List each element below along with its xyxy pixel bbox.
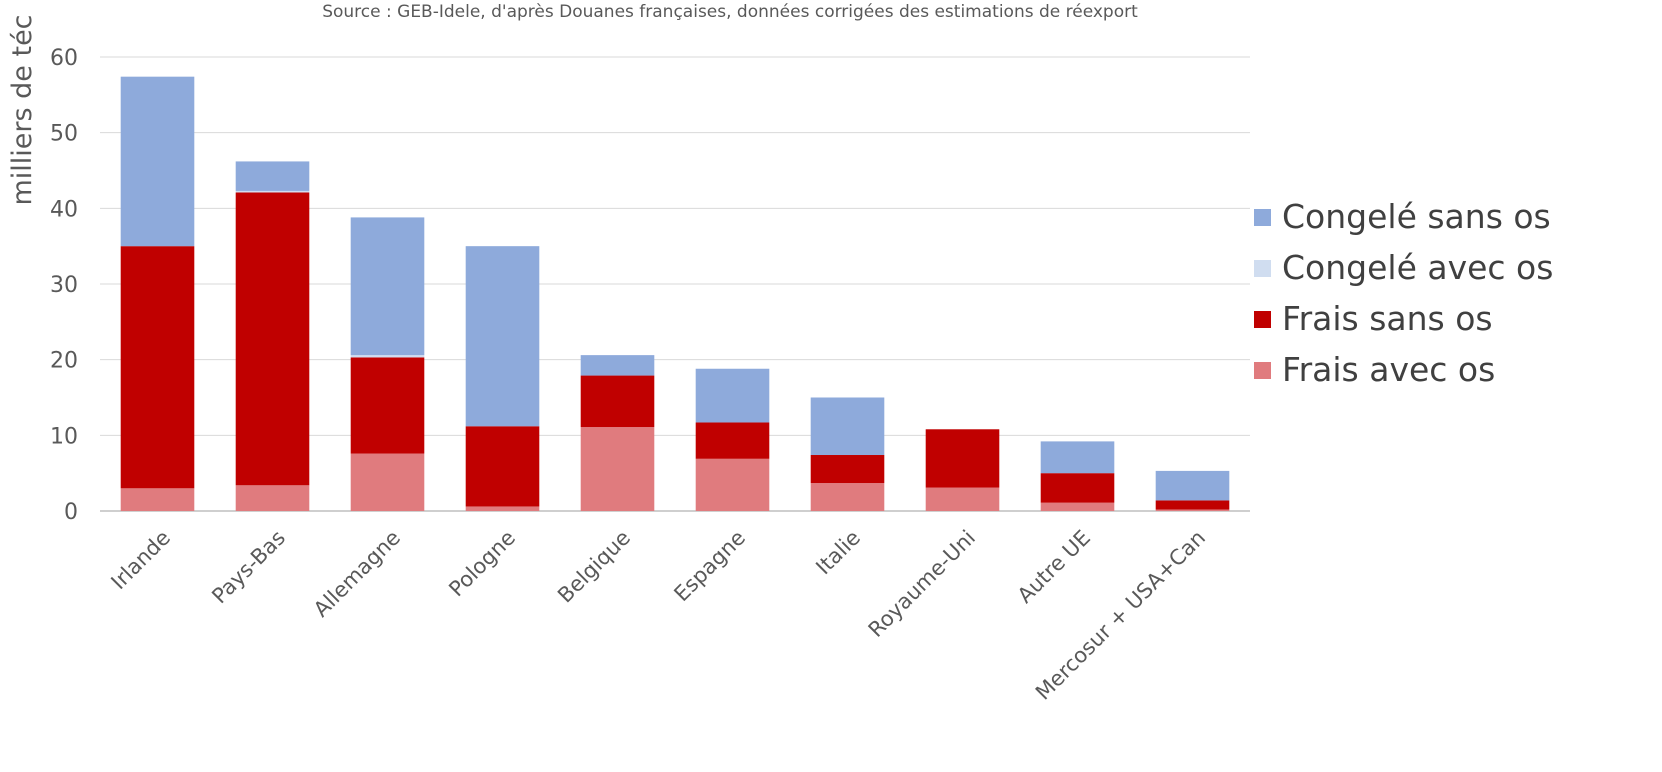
- bar-segment: [1040, 441, 1115, 474]
- legend-label: Frais sans os: [1282, 299, 1493, 338]
- bar-segment: [925, 429, 1000, 488]
- bar-segment: [235, 485, 310, 511]
- y-tick-label: 30: [50, 273, 78, 298]
- legend-swatch: [1254, 209, 1271, 226]
- x-tick-label: Allemagne: [309, 526, 405, 622]
- legend-label: Congelé sans os: [1282, 197, 1551, 236]
- bar-segment: [810, 455, 885, 484]
- x-tick-label: Irlande: [106, 526, 175, 595]
- bar-segment: [1155, 500, 1230, 510]
- bar-segment: [580, 375, 655, 428]
- bar-segment: [235, 192, 310, 486]
- bar-segment: [695, 422, 770, 459]
- x-tick-label: Espagne: [669, 526, 750, 607]
- legend-swatch: [1254, 362, 1271, 379]
- bar-segment: [350, 217, 425, 356]
- bar-segment: [350, 453, 425, 511]
- y-tick-label: 60: [50, 46, 78, 71]
- legend-swatch: [1254, 311, 1271, 328]
- bar-segment: [580, 427, 655, 511]
- bar-segment: [695, 368, 770, 423]
- bar-segment: [235, 161, 310, 191]
- bar-segment: [350, 355, 425, 358]
- bar-segment: [810, 397, 885, 456]
- x-tick-label: Italie: [811, 526, 865, 580]
- x-tick-label: Royaume-Uni: [864, 526, 980, 642]
- bar-segment: [465, 506, 540, 511]
- bar-segment: [465, 426, 540, 507]
- legend: Congelé sans os Congelé avec os Frais sans…: [1254, 197, 1553, 389]
- bar-segment: [120, 488, 195, 511]
- x-tick-label: Belgique: [553, 526, 635, 608]
- bar-segment: [350, 357, 425, 454]
- bars: [120, 76, 1230, 511]
- source-note: Source : GEB-Idele, d'après Douanes fran…: [322, 2, 1138, 22]
- y-tick-label: 40: [50, 197, 78, 222]
- y-tick-label: 20: [50, 349, 78, 374]
- y-tick-label: 50: [50, 122, 78, 147]
- bar-segment: [1040, 502, 1115, 511]
- bar-segment: [810, 483, 885, 511]
- bar-segment: [1040, 473, 1115, 503]
- bar-segment: [1155, 470, 1230, 501]
- legend-label: Congelé avec os: [1282, 248, 1553, 287]
- y-tick-label: 10: [50, 424, 78, 449]
- bar-segment: [120, 246, 195, 489]
- bar-segment: [465, 246, 540, 427]
- bar-segment: [580, 355, 655, 376]
- x-tick-label: Pays-Bas: [207, 526, 290, 609]
- y-tick-label: 0: [64, 500, 78, 525]
- x-tick-label: Pologne: [444, 526, 520, 602]
- bar-segment: [1155, 509, 1230, 511]
- y-axis-label: milliers de téc: [7, 14, 38, 205]
- bar-segment: [120, 76, 195, 247]
- x-tick-labels: Irlande Pays-Bas Allemagne Pologne Belgique E…: [106, 526, 1210, 705]
- bar-segment: [235, 190, 310, 193]
- legend-label: Frais avec os: [1282, 350, 1495, 389]
- bar-segment: [695, 458, 770, 511]
- legend-swatch: [1254, 260, 1271, 277]
- x-tick-label: Autre UE: [1013, 526, 1095, 608]
- bar-segment: [925, 487, 1000, 511]
- y-tick-labels: 0 10 20 30 40 50 60: [50, 46, 78, 525]
